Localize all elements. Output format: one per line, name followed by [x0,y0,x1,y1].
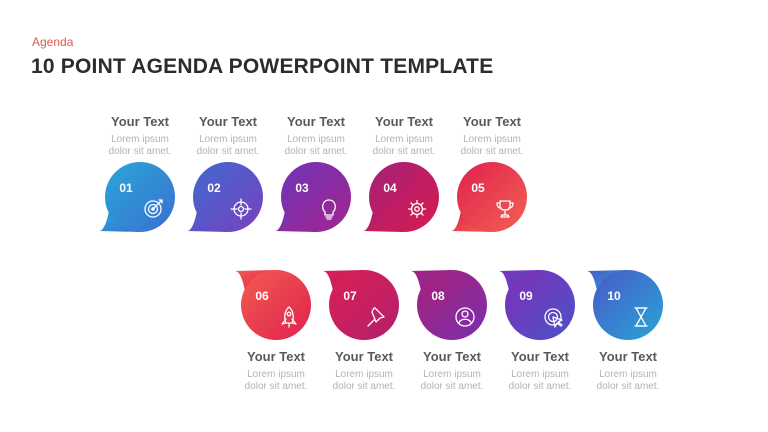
agenda-circle [417,270,487,340]
item-desc-line2: dolor sit amet. [508,381,572,392]
agenda-item-06 [235,270,311,340]
agenda-item-01 [99,162,175,232]
agenda-circle [193,162,263,232]
item-number: 02 [207,181,221,195]
item-desc-line1: Lorem ipsum [111,134,169,145]
item-desc-line2: dolor sit amet. [108,146,172,157]
item-title: Your Text [246,349,306,364]
agenda-circle [457,162,527,232]
item-desc-line2: dolor sit amet. [332,381,396,392]
item-desc-line1: Lorem ipsum [599,369,657,380]
cursor-click-icon [544,308,563,328]
item-number: 08 [431,289,445,303]
item-title: Your Text [462,114,522,129]
rocket-icon [281,306,297,328]
agenda-circle [281,162,351,232]
item-title: Your Text [598,349,658,364]
agenda-item-04 [363,162,439,232]
target-icon [144,199,163,218]
item-title: Your Text [422,349,482,364]
pushpin-icon [367,307,385,327]
item-desc-line1: Lorem ipsum [423,369,481,380]
item-desc-line1: Lorem ipsum [375,134,433,145]
agenda-item-05 [451,162,527,232]
hourglass-icon [634,307,648,327]
item-number: 10 [607,289,621,303]
lightbulb-icon [322,199,336,220]
item-number: 06 [255,289,269,303]
item-number: 03 [295,181,309,195]
item-number: 01 [119,181,133,195]
agenda-item-10 [587,270,663,340]
agenda-circle [593,270,663,340]
item-number: 09 [519,289,533,303]
item-title: Your Text [110,114,170,129]
item-desc-line1: Lorem ipsum [247,369,305,380]
agenda-item-08 [411,270,487,340]
crosshair-icon [230,198,252,220]
item-desc-line2: dolor sit amet. [372,146,436,157]
agenda-circle [241,270,311,340]
item-desc-line2: dolor sit amet. [244,381,308,392]
item-desc-line2: dolor sit amet. [420,381,484,392]
item-number: 05 [471,181,485,195]
item-number: 04 [383,181,397,195]
item-desc-line2: dolor sit amet. [284,146,348,157]
item-number: 07 [343,289,357,303]
agenda-item-07 [323,270,399,340]
item-title: Your Text [510,349,570,364]
item-desc-line1: Lorem ipsum [335,369,393,380]
item-desc-line1: Lorem ipsum [287,134,345,145]
agenda-item-09 [499,270,575,340]
item-title: Your Text [374,114,434,129]
item-desc-line2: dolor sit amet. [196,146,260,157]
item-desc-line2: dolor sit amet. [596,381,660,392]
page-title: 10 POINT AGENDA POWERPOINT TEMPLATE [31,55,494,78]
agenda-circle [329,270,399,340]
item-desc-line1: Lorem ipsum [463,134,521,145]
agenda-circle [505,270,575,340]
trophy-icon [496,200,514,218]
agenda-kicker: Agenda [32,35,74,49]
agenda-circle [369,162,439,232]
item-title: Your Text [334,349,394,364]
agenda-circle [105,162,175,232]
user-icon [455,307,475,327]
item-desc-line2: dolor sit amet. [460,146,524,157]
item-desc-line1: Lorem ipsum [199,134,257,145]
gear-icon [407,199,427,219]
agenda-item-03 [275,162,351,232]
agenda-item-02 [187,162,263,232]
item-title: Your Text [198,114,258,129]
item-title: Your Text [286,114,346,129]
item-desc-line1: Lorem ipsum [511,369,569,380]
